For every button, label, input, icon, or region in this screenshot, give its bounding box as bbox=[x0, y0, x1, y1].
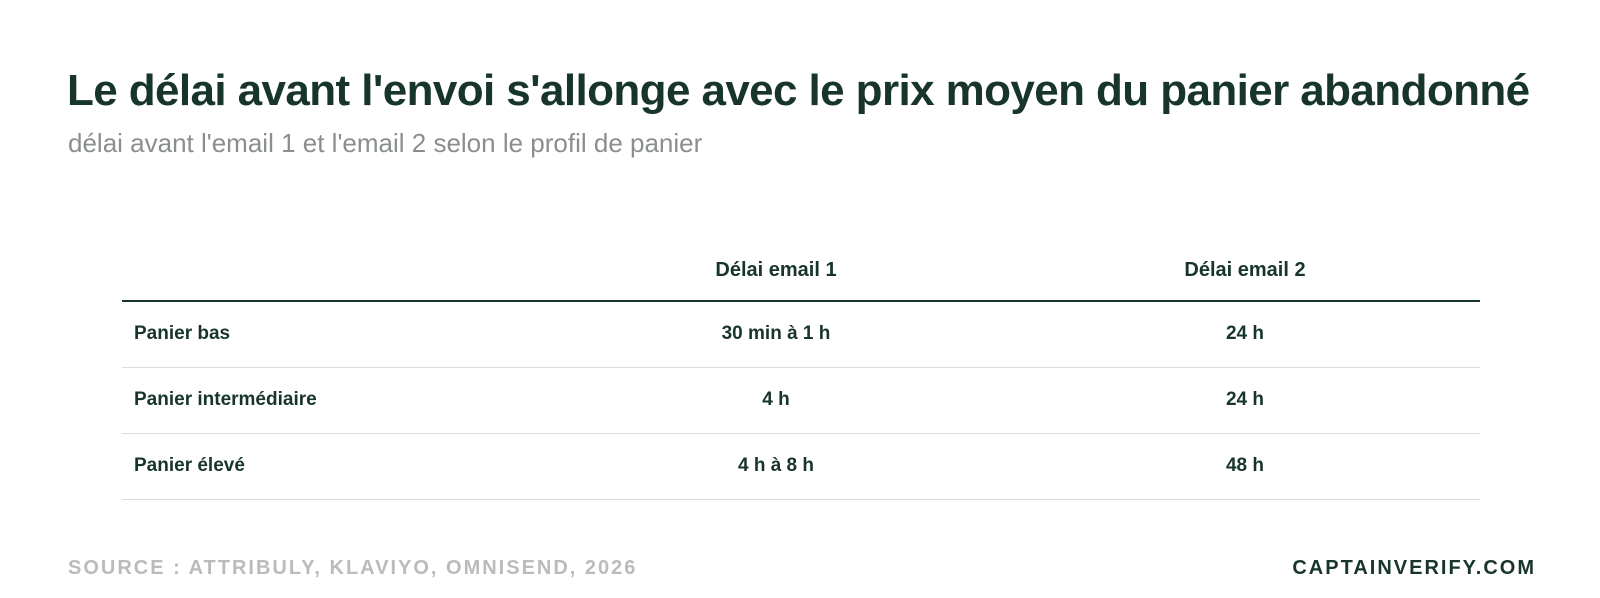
table-header-row: Délai email 1 Délai email 2 bbox=[122, 240, 1480, 302]
cell-email-2: 24 h bbox=[1010, 367, 1480, 434]
page-title: Le délai avant l'envoi s'allonge avec le… bbox=[67, 66, 1530, 115]
source-note: SOURCE : ATTRIBULY, KLAVIYO, OMNISEND, 2… bbox=[68, 557, 638, 579]
row-label: Panier intermédiaire bbox=[122, 367, 542, 434]
cell-email-1: 30 min à 1 h bbox=[542, 301, 1010, 368]
table-row: Panier élevé 4 h à 8 h 48 h bbox=[122, 433, 1480, 500]
page-subtitle: délai avant l'email 1 et l'email 2 selon… bbox=[68, 128, 703, 158]
cell-email-2: 24 h bbox=[1010, 301, 1480, 368]
row-label: Panier élevé bbox=[122, 433, 542, 500]
table-row: Panier intermédiaire 4 h 24 h bbox=[122, 367, 1480, 434]
column-header-email-1: Délai email 1 bbox=[542, 240, 1010, 302]
delay-table-container: Délai email 1 Délai email 2 Panier bas 3… bbox=[122, 240, 1480, 500]
cell-email-1: 4 h bbox=[542, 367, 1010, 434]
cell-email-1: 4 h à 8 h bbox=[542, 433, 1010, 500]
column-header-profile bbox=[122, 240, 542, 302]
row-label: Panier bas bbox=[122, 301, 542, 368]
cell-email-2: 48 h bbox=[1010, 433, 1480, 500]
brand-logo-text: CAPTAINVERIFY.COM bbox=[1292, 557, 1536, 579]
delay-table: Délai email 1 Délai email 2 Panier bas 3… bbox=[122, 240, 1480, 500]
column-header-email-2: Délai email 2 bbox=[1010, 240, 1480, 302]
table-row: Panier bas 30 min à 1 h 24 h bbox=[122, 301, 1480, 368]
